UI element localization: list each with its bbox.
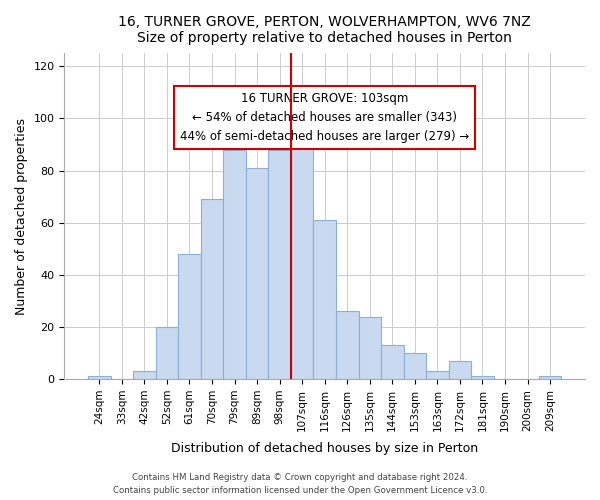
Bar <box>539 376 562 379</box>
Bar <box>404 353 426 379</box>
Bar <box>201 199 223 379</box>
Bar <box>291 142 313 379</box>
Bar <box>88 376 110 379</box>
Text: 16 TURNER GROVE: 103sqm
← 54% of detached houses are smaller (343)
44% of semi-d: 16 TURNER GROVE: 103sqm ← 54% of detache… <box>180 92 469 144</box>
Text: Contains HM Land Registry data © Crown copyright and database right 2024.
Contai: Contains HM Land Registry data © Crown c… <box>113 474 487 495</box>
Bar <box>313 220 336 379</box>
Bar <box>133 371 155 379</box>
X-axis label: Distribution of detached houses by size in Perton: Distribution of detached houses by size … <box>171 442 478 455</box>
Title: 16, TURNER GROVE, PERTON, WOLVERHAMPTON, WV6 7NZ
Size of property relative to de: 16, TURNER GROVE, PERTON, WOLVERHAMPTON,… <box>118 15 531 45</box>
Bar <box>223 150 246 379</box>
Bar <box>268 150 291 379</box>
Bar <box>246 168 268 379</box>
Bar <box>359 316 381 379</box>
Bar <box>426 371 449 379</box>
Bar <box>449 361 471 379</box>
Bar <box>471 376 494 379</box>
Bar <box>178 254 201 379</box>
Bar <box>155 327 178 379</box>
Bar <box>336 312 359 379</box>
Bar <box>381 345 404 379</box>
Y-axis label: Number of detached properties: Number of detached properties <box>15 118 28 314</box>
